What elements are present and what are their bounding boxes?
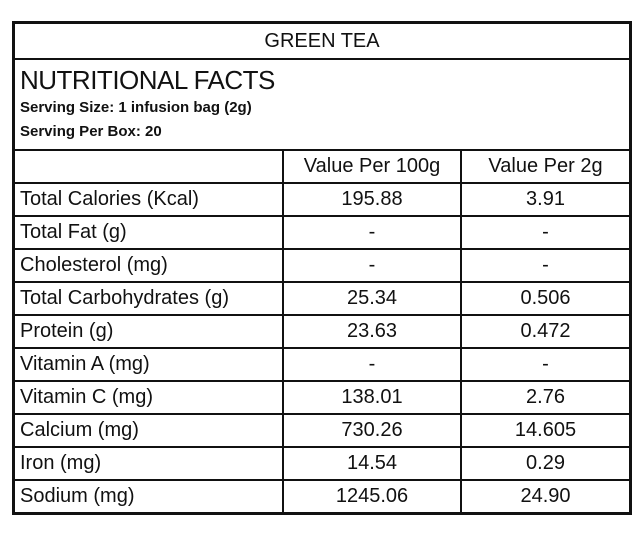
value-cell: 23.63 [282, 314, 462, 349]
serving-per-box: Serving Per Box: 20 [20, 123, 162, 140]
column-header: Value Per 2g [460, 151, 629, 184]
value-cell: - [460, 215, 629, 250]
row-label: Protein (g) [15, 314, 284, 349]
value-cell: 25.34 [282, 281, 462, 316]
header-row: Value Per 100g Value Per 2g [15, 151, 629, 184]
heading: NUTRITIONAL FACTS [20, 65, 275, 95]
value-cell: 2.76 [460, 380, 629, 415]
serving-size: Serving Size: 1 infusion bag (2g) [20, 99, 252, 116]
table-row: Iron (mg) 14.54 0.29 [15, 446, 629, 481]
header-cell [15, 151, 284, 184]
nutrition-card: GREEN TEA NUTRITIONAL FACTS Serving Size… [12, 21, 632, 515]
table-row: Vitamin C (mg) 138.01 2.76 [15, 380, 629, 415]
value-cell: 195.88 [282, 182, 462, 217]
table-row: Total Fat (g) - - [15, 215, 629, 250]
table-row: Sodium (mg) 1245.06 24.90 [15, 479, 629, 512]
header-block: NUTRITIONAL FACTS Serving Size: 1 infusi… [15, 60, 629, 151]
table-row: Total Calories (Kcal) 195.88 3.91 [15, 182, 629, 217]
value-cell: 0.506 [460, 281, 629, 316]
value-cell: - [282, 347, 462, 382]
value-cell: 3.91 [460, 182, 629, 217]
column-header: Value Per 100g [282, 151, 462, 184]
row-label: Total Carbohydrates (g) [15, 281, 284, 316]
value-cell: - [282, 215, 462, 250]
value-cell: 730.26 [282, 413, 462, 448]
row-label: Cholesterol (mg) [15, 248, 284, 283]
row-label: Sodium (mg) [15, 479, 284, 512]
table-row: Total Carbohydrates (g) 25.34 0.506 [15, 281, 629, 316]
table-body: Value Per 100g Value Per 2g Total Calories… [15, 151, 629, 512]
table-row: Calcium (mg) 730.26 14.605 [15, 413, 629, 448]
row-label: Calcium (mg) [15, 413, 284, 448]
row-label: Iron (mg) [15, 446, 284, 481]
value-cell: - [460, 248, 629, 283]
value-cell: 1245.06 [282, 479, 462, 512]
value-cell: 24.90 [460, 479, 629, 512]
value-cell: 138.01 [282, 380, 462, 415]
value-cell: 14.605 [460, 413, 629, 448]
row-label: Total Calories (Kcal) [15, 182, 284, 217]
nutrition-table: Value Per 100g Value Per 2g Total Calories… [15, 151, 629, 512]
title: GREEN TEA [15, 24, 629, 60]
value-cell: - [282, 248, 462, 283]
table-row: Cholesterol (mg) - - [15, 248, 629, 283]
row-label: Vitamin C (mg) [15, 380, 284, 415]
value-cell: - [460, 347, 629, 382]
value-cell: 14.54 [282, 446, 462, 481]
value-cell: 0.29 [460, 446, 629, 481]
value-cell: 0.472 [460, 314, 629, 349]
table-row: Protein (g) 23.63 0.472 [15, 314, 629, 349]
table-row: Vitamin A (mg) - - [15, 347, 629, 382]
row-label: Total Fat (g) [15, 215, 284, 250]
row-label: Vitamin A (mg) [15, 347, 284, 382]
